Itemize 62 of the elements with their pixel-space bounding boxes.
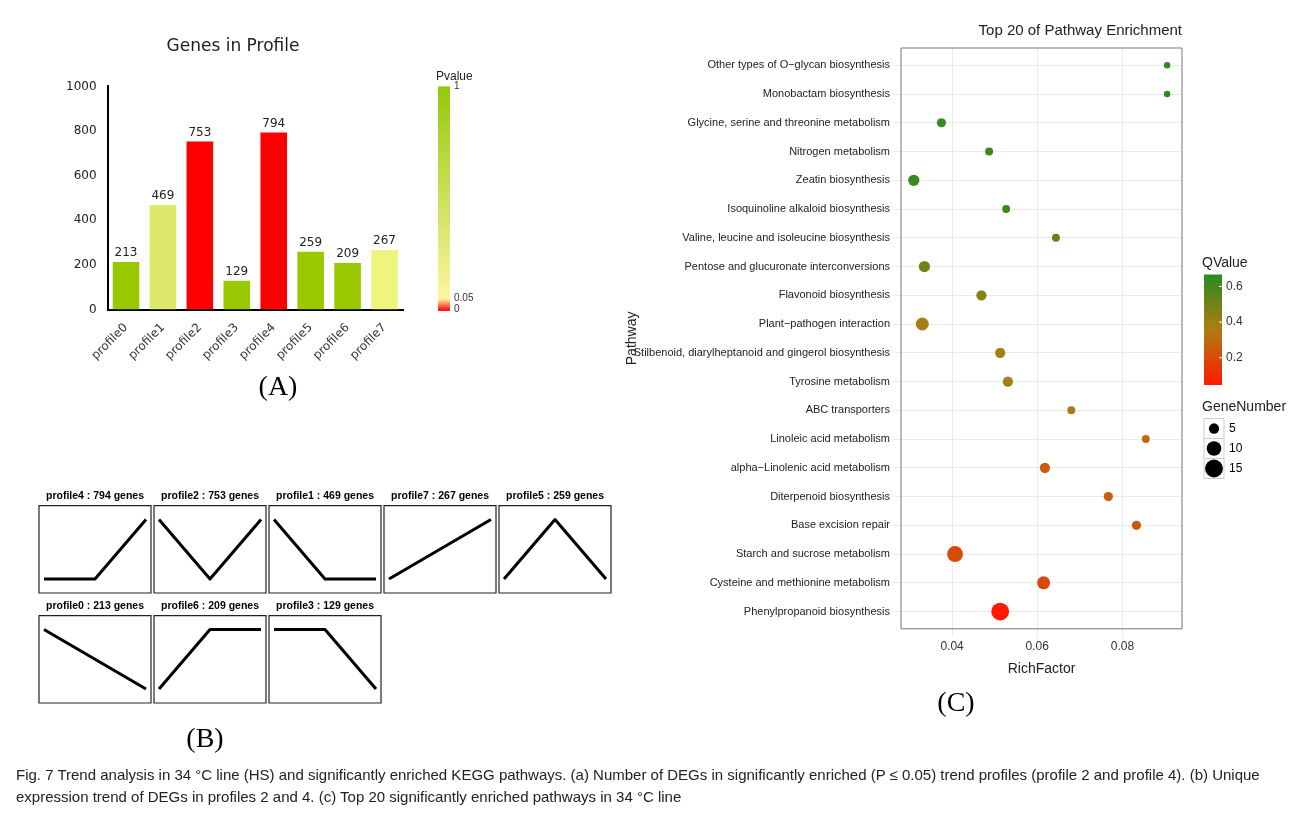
y-tick-label: Starch and sucrose metabolism: [735, 547, 890, 560]
color-bar-title: QValue: [1202, 254, 1248, 271]
y-tick-label: Valine, leucine and isoleucine biosynthesis: [682, 230, 891, 243]
y-tick-label: Pentose and glucuronate interconversions: [684, 259, 891, 272]
chart-title: profile3 : 129 genes: [275, 599, 375, 612]
data-label: 259: [299, 234, 323, 249]
legend-label: 15: [1229, 460, 1243, 475]
y-tick-label: Other types of O−glycan biosynthesis: [707, 58, 891, 71]
color-bar-label: 0.05: [454, 292, 474, 304]
data-label: 209: [336, 246, 360, 261]
y-tick-label: 0: [88, 301, 97, 316]
y-tick-label: Tyrosine metabolism: [789, 374, 890, 387]
color-bar-label: 1: [454, 80, 460, 92]
y-tick-label: Base excision repair: [790, 518, 891, 531]
chart-title: profile4 : 794 genes: [45, 489, 145, 502]
chart-title: profile2 : 753 genes: [160, 489, 260, 502]
color-bar-label: 0: [454, 303, 460, 315]
y-tick-label: Flavonoid biosynthesis: [778, 288, 891, 301]
y-tick-label: ABC transporters: [805, 403, 891, 416]
data-label: 794: [262, 115, 286, 130]
y-tick-label: 800: [73, 123, 97, 138]
y-tick-label: Diterpenoid biosynthesis: [770, 489, 891, 502]
x-tick-label: 0.04: [940, 639, 965, 654]
data-label: 129: [225, 263, 249, 278]
y-tick-label: Zeatin biosynthesis: [795, 173, 891, 186]
chart-title: Top 20 of Pathway Enrichment: [978, 21, 1183, 39]
y-tick-label: Plant−pathogen interaction: [758, 317, 890, 330]
y-tick-label: Phenylpropanoid biosynthesis: [743, 604, 891, 617]
legend-label: 10: [1229, 440, 1243, 455]
y-tick-label: 400: [73, 212, 97, 227]
chart-title: profile0 : 213 genes: [45, 599, 145, 612]
color-bar-label: 0.2: [1226, 350, 1244, 365]
data-label: 469: [151, 188, 175, 203]
chart-title: profile7 : 267 genes: [390, 489, 490, 502]
x-axis-title: RichFactor: [1007, 660, 1076, 677]
y-tick-label: 1000: [65, 78, 97, 93]
text: (C): [936, 686, 976, 718]
y-tick-label: Linoleic acid metabolism: [770, 432, 890, 445]
data-label: 753: [188, 124, 212, 139]
color-bar-label: 0.6: [1226, 278, 1244, 293]
caption: Fig. 7 Trend analysis in 34 °C line (HS) and significantly enriched KEGG pathways. (a) Number of DEGs in significantly enriched (P ≤ 0.05) trend profiles (profile 2 and profile 4). (b) Unique expression trend of DEGs in profiles 2 and 4. (c) Top 20 significantly enriched pathways in 34 °C line: [16, 765, 1261, 807]
text: (B): [185, 722, 225, 754]
y-tick-label: Nitrogen metabolism: [789, 144, 890, 157]
y-tick-label: Isoquinoline alkaloid biosynthesis: [727, 202, 891, 215]
legend-title: GeneNumber: [1202, 398, 1287, 415]
x-tick-label: 0.08: [1110, 639, 1135, 654]
y-tick-label: alpha−Linolenic acid metabolism: [730, 460, 890, 473]
data-label: 213: [114, 245, 138, 260]
chart-title: profile6 : 209 genes: [160, 599, 260, 612]
legend-label: 5: [1229, 420, 1236, 435]
y-tick-label: Glycine, serine and threonine metabolism: [687, 115, 890, 128]
x-tick-label: 0.06: [1025, 639, 1050, 654]
data-label: 267: [373, 233, 396, 248]
chart-title: profile1 : 469 genes: [275, 489, 375, 502]
chart-title: profile5 : 259 genes: [505, 489, 605, 502]
chart-title: Genes in Profile: [166, 34, 300, 55]
color-bar-label: 0.4: [1226, 314, 1244, 329]
y-tick-label: 200: [73, 257, 97, 272]
y-tick-label: Cysteine and methionine metabolism: [709, 575, 890, 588]
y-tick-label: 600: [73, 167, 97, 182]
y-tick-label: Monobactam biosynthesis: [762, 87, 891, 100]
text: (A): [257, 370, 299, 402]
